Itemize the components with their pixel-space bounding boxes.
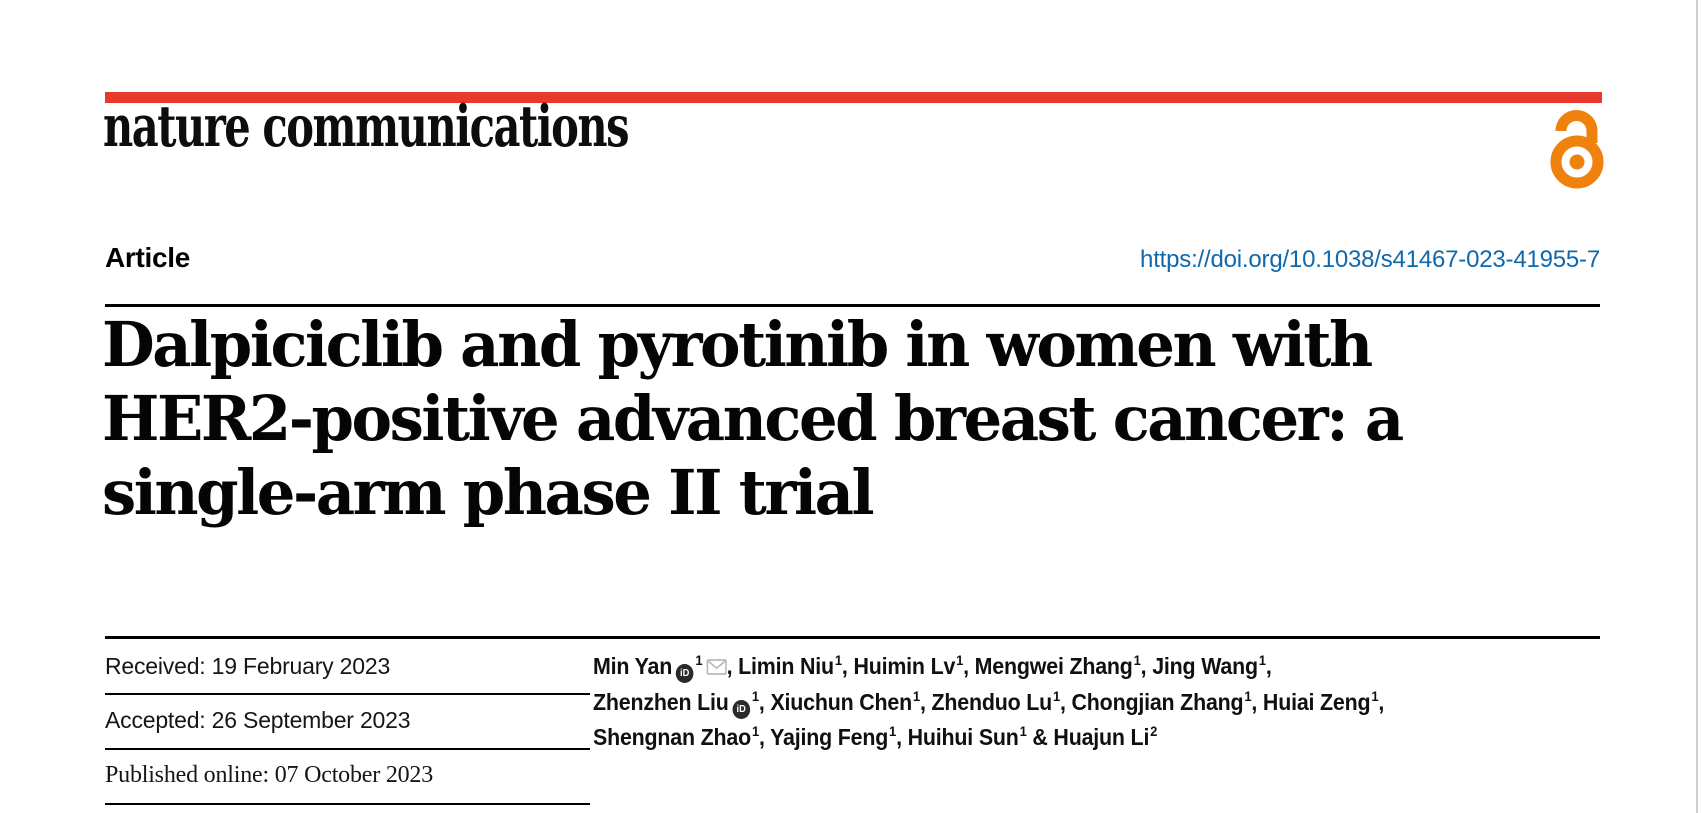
affiliation-superscript: 1 bbox=[751, 687, 759, 704]
accepted-date: Accepted: 26 September 2023 bbox=[105, 707, 411, 733]
author-name: Zhenduo Lu bbox=[931, 688, 1053, 715]
author-name: Huihui Sun bbox=[907, 724, 1019, 750]
author-name: Yajing Feng bbox=[770, 724, 889, 750]
author-separator: , bbox=[1251, 688, 1263, 715]
affiliation-superscript: 1 bbox=[695, 652, 703, 668]
author-name: Shengnan Zhao bbox=[593, 724, 752, 750]
received-date: Received: 19 February 2023 bbox=[105, 653, 391, 679]
author-separator: , bbox=[1140, 653, 1153, 679]
orcid-icon[interactable]: iD bbox=[732, 699, 750, 719]
author-separator: , bbox=[758, 688, 771, 715]
author-separator: , bbox=[726, 653, 739, 679]
info-block-top-divider bbox=[105, 636, 1600, 639]
date-divider bbox=[105, 748, 590, 750]
email-icon[interactable] bbox=[706, 659, 727, 675]
author-name: Limin Niu bbox=[738, 653, 834, 679]
author-name: Mengwei Zhang bbox=[974, 653, 1133, 679]
page-edge-divider bbox=[1696, 0, 1698, 813]
article-title: Dalpiciclib and pyrotinib in women with … bbox=[102, 308, 1462, 530]
author-separator: , bbox=[1378, 688, 1385, 715]
affiliation-superscript: 1 bbox=[1019, 723, 1027, 739]
author-name: Jing Wang bbox=[1152, 653, 1258, 679]
affiliation-superscript: 2 bbox=[1150, 723, 1158, 739]
affiliation-superscript: 1 bbox=[1258, 652, 1266, 668]
date-divider bbox=[105, 693, 590, 695]
affiliation-superscript: 1 bbox=[912, 687, 920, 704]
author-name: Huajun Li bbox=[1053, 724, 1150, 750]
doi-link[interactable]: https://doi.org/10.1038/s41467-023-41955… bbox=[1140, 246, 1600, 273]
affiliation-superscript: 1 bbox=[1244, 687, 1252, 704]
date-divider bbox=[105, 803, 590, 805]
author-name: Zhenzhen Liu bbox=[593, 688, 729, 715]
author-separator: , bbox=[919, 688, 932, 715]
authors-block: Min Yan iD1, Limin Niu1, Huimin Lv1, Meng… bbox=[593, 649, 1486, 756]
journal-logo: nature communications bbox=[103, 93, 630, 160]
author-name: Xiuchun Chen bbox=[770, 688, 913, 715]
author-separator: , bbox=[1060, 688, 1072, 715]
brand-bar bbox=[105, 92, 1602, 103]
author-separator: & bbox=[1026, 724, 1054, 750]
author-separator: , bbox=[759, 724, 771, 750]
author-line: Min Yan iD1, Limin Niu1, Huimin Lv1, Meng… bbox=[593, 649, 1486, 685]
published-date: Published online: 07 October 2023 bbox=[105, 762, 434, 788]
author-line: Zhenzhen Liu iD1, Xiuchun Chen1, Zhenduo … bbox=[593, 685, 1486, 721]
affiliation-superscript: 1 bbox=[1133, 652, 1141, 668]
author-name: Chongjian Zhang bbox=[1071, 688, 1244, 715]
author-separator: , bbox=[896, 724, 908, 750]
article-title-line: HER2-positive advanced breast cancer: a bbox=[102, 382, 1404, 455]
affiliation-superscript: 1 bbox=[1052, 687, 1061, 704]
open-access-icon bbox=[1550, 110, 1604, 190]
article-title-line: single-arm phase II trial bbox=[102, 456, 875, 529]
author-name: Huimin Lv bbox=[853, 653, 956, 679]
affiliation-superscript: 1 bbox=[956, 652, 964, 668]
article-type-label: Article bbox=[105, 242, 191, 273]
affiliation-superscript: 1 bbox=[1371, 687, 1379, 704]
author-separator: , bbox=[1265, 653, 1272, 679]
affiliation-superscript: 1 bbox=[834, 652, 842, 668]
author-name: Huiai Zeng bbox=[1262, 688, 1371, 715]
author-name: Min Yan bbox=[593, 653, 673, 679]
author-separator: , bbox=[841, 653, 854, 679]
orcid-icon[interactable]: iD bbox=[675, 664, 694, 683]
affiliation-superscript: 1 bbox=[751, 723, 760, 739]
article-header-divider bbox=[105, 304, 1600, 307]
article-title-line: Dalpiciclib and pyrotinib in women with bbox=[102, 308, 1373, 381]
author-separator: , bbox=[963, 653, 975, 679]
author-line: Shengnan Zhao1, Yajing Feng1, Huihui Sun… bbox=[593, 720, 1486, 756]
affiliation-superscript: 1 bbox=[889, 723, 897, 739]
